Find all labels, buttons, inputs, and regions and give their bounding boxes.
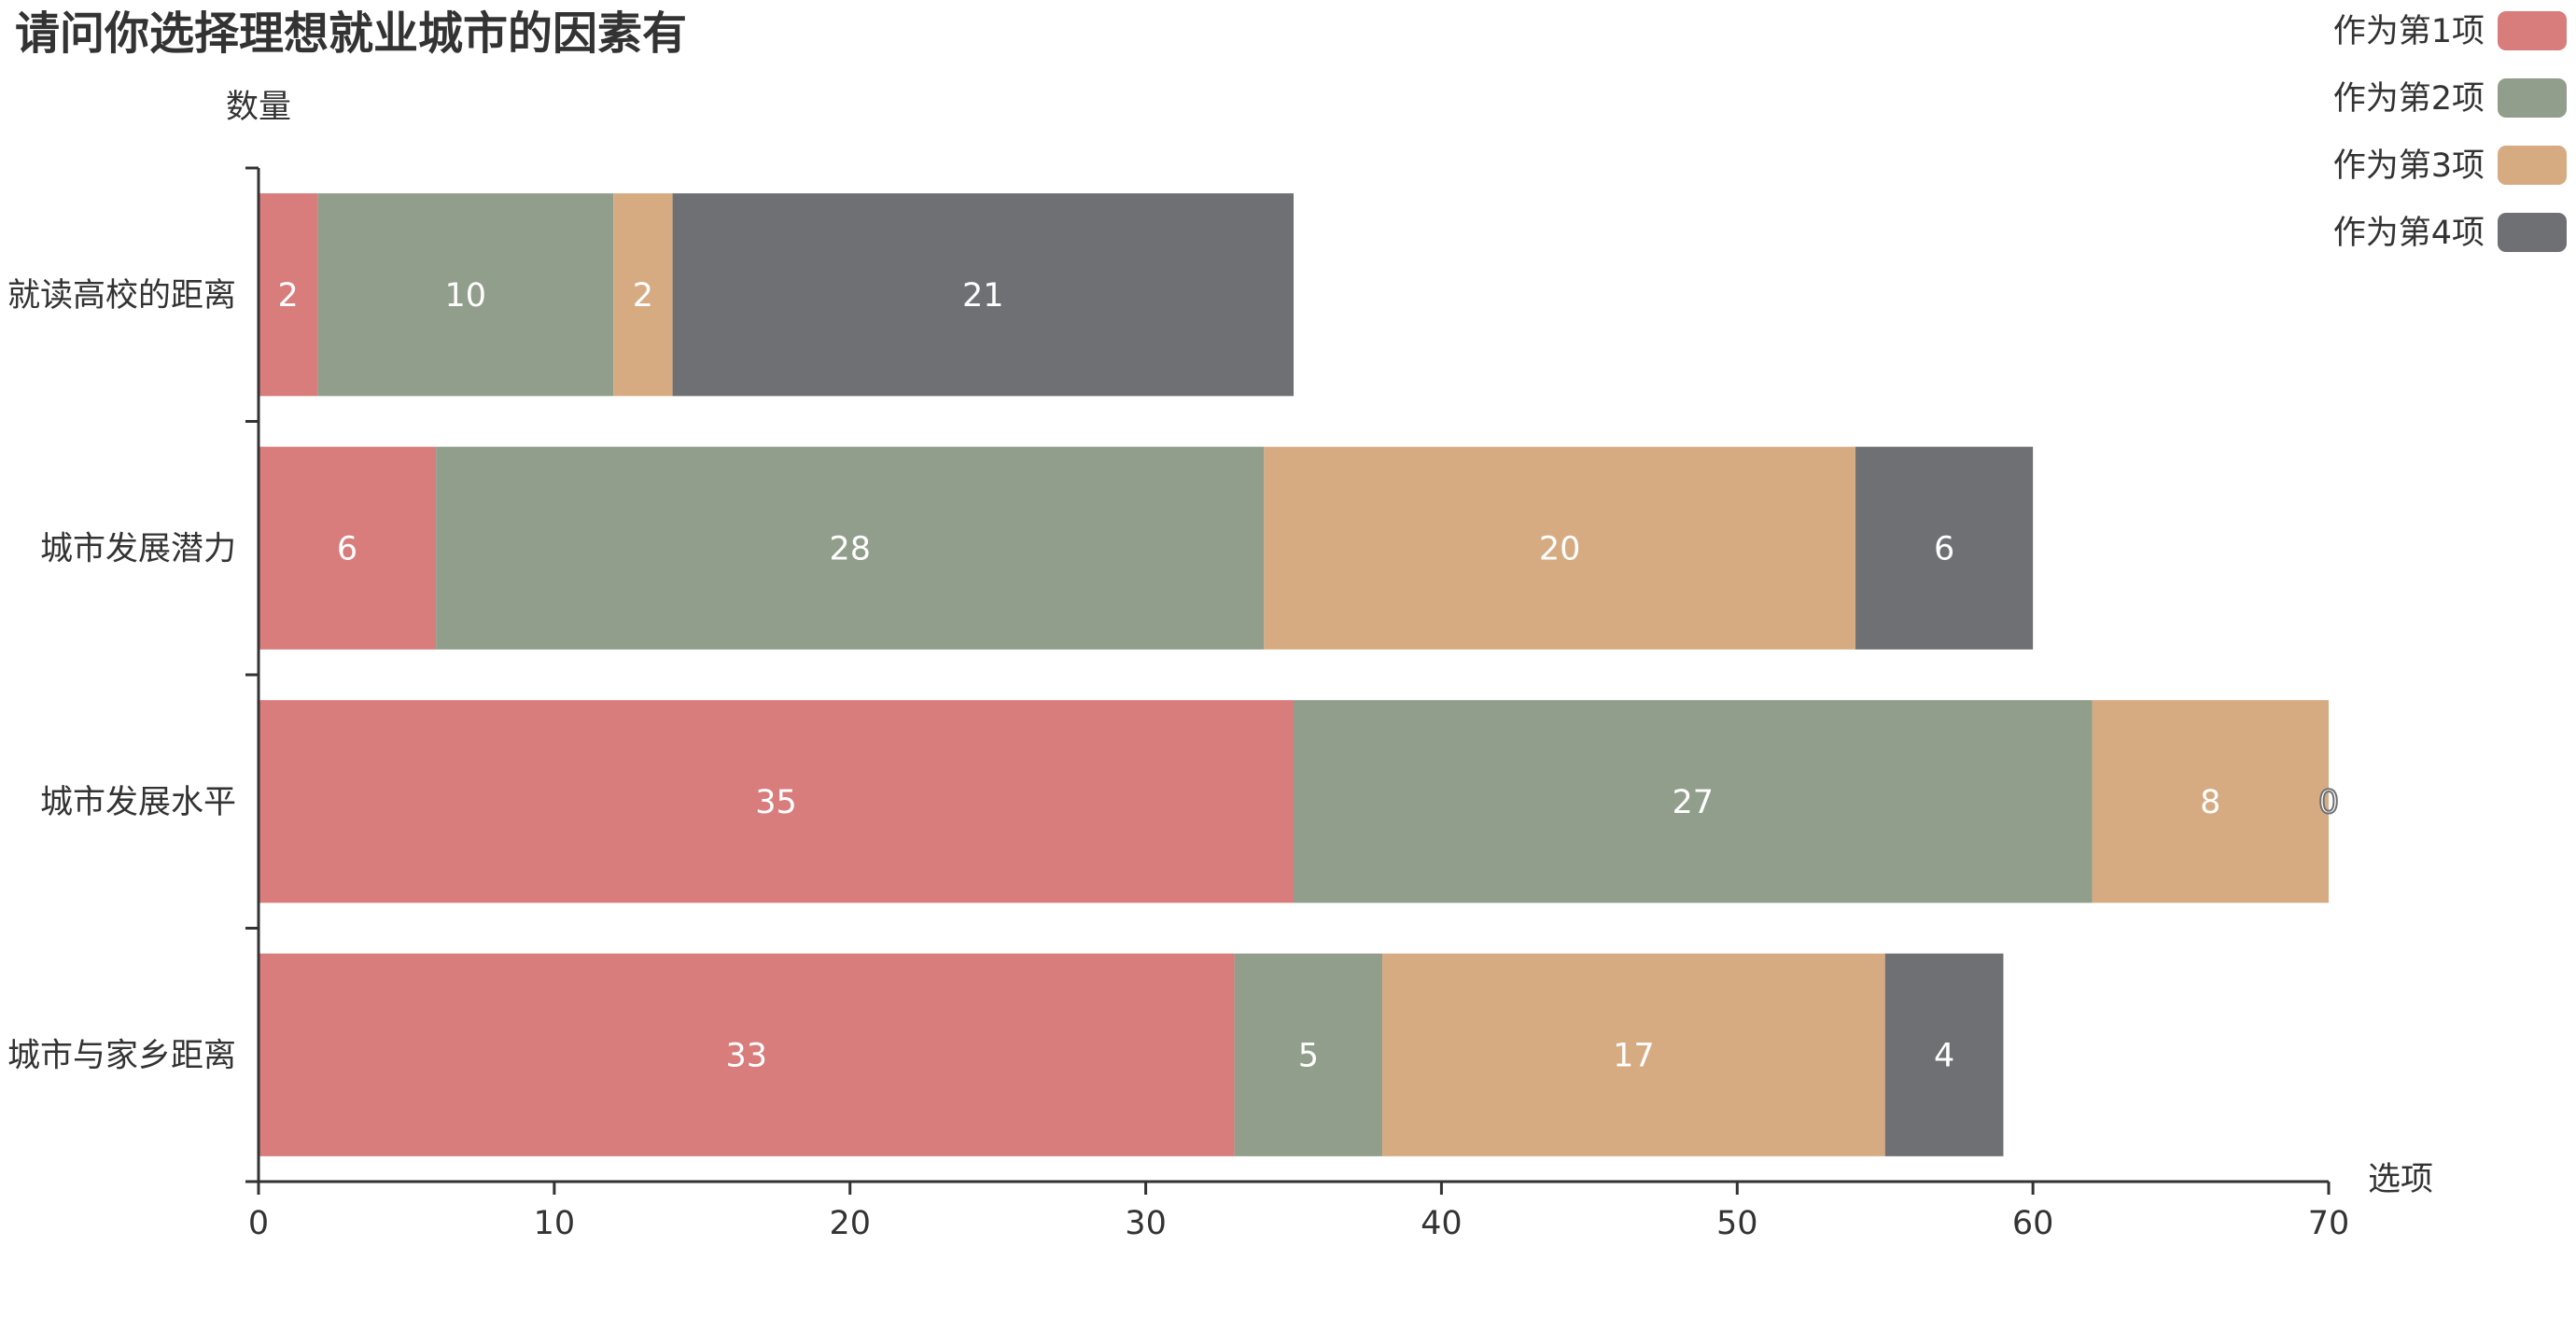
bar-value-label: 2: [633, 277, 653, 315]
x-tick-label: 0: [248, 1205, 269, 1242]
bar-segment[interactable]: [259, 700, 1294, 903]
bar-value-label: 21: [962, 277, 1004, 315]
bar-value-label: 27: [1672, 784, 1714, 821]
bar-segment[interactable]: [259, 446, 437, 650]
bar-value-label: 6: [1934, 530, 1954, 567]
bar-value-label: 10: [445, 277, 487, 315]
legend-item[interactable]: 作为第1项: [2333, 11, 2567, 50]
bar-value-label: 0: [2318, 784, 2339, 821]
bar-value-label: 6: [337, 530, 357, 567]
bar-value-label: 33: [726, 1037, 768, 1074]
y-category-label: 城市发展潜力: [40, 530, 236, 567]
y-category-label: 城市发展水平: [40, 784, 236, 821]
bar-segment[interactable]: [317, 193, 614, 397]
y-category-label: 城市与家乡距离: [7, 1037, 236, 1074]
x-tick-label: 70: [2308, 1205, 2350, 1242]
bar-segment[interactable]: [1855, 446, 2034, 650]
legend-swatch: [2498, 11, 2567, 50]
bar-value-label: 4: [1934, 1037, 1954, 1074]
x-tick-label: 10: [534, 1205, 576, 1242]
legend-swatch: [2498, 146, 2567, 185]
bar-value-label: 5: [1298, 1037, 1319, 1074]
bar-value-label: 17: [1613, 1037, 1655, 1074]
legend-item[interactable]: 作为第3项: [2333, 146, 2567, 185]
legend-swatch: [2498, 78, 2567, 118]
bar-segment[interactable]: [1294, 700, 2093, 903]
bar-value-label: 35: [755, 784, 797, 821]
bar-segment[interactable]: [2092, 700, 2329, 903]
chart-title: 请问你选择理想就业城市的因素有: [15, 7, 687, 60]
y-category-label: 就读高校的距离: [7, 277, 236, 315]
bar-value-label: 20: [1539, 530, 1581, 567]
x-tick-label: 30: [1125, 1205, 1167, 1242]
bar-segment[interactable]: [672, 193, 1294, 397]
legend-label: 作为第2项: [2333, 80, 2485, 118]
bar-segment[interactable]: [1264, 446, 1856, 650]
legend-swatch: [2498, 213, 2567, 252]
x-tick-label: 60: [2012, 1205, 2054, 1242]
y-axis-name: 数量: [226, 89, 291, 126]
x-tick-label: 50: [1716, 1205, 1758, 1242]
bar-segment[interactable]: [259, 193, 318, 397]
bar-segment[interactable]: [613, 193, 673, 397]
legend-item[interactable]: 作为第4项: [2333, 213, 2567, 252]
bar-segment[interactable]: [1382, 953, 1885, 1156]
legend-label: 作为第3项: [2333, 147, 2485, 185]
x-axis-name: 选项: [2368, 1161, 2433, 1198]
bar-value-label: 28: [829, 530, 871, 567]
bar-labels-layer: 2 10 2 21 6 28 20 6 35 27 8 0 33 5 17 4: [278, 277, 2341, 1075]
legend-label: 作为第1项: [2333, 13, 2485, 50]
x-tick-label: 20: [829, 1205, 871, 1242]
bar-segment[interactable]: [1884, 953, 2004, 1156]
bar-value-label: 2: [278, 277, 299, 315]
legend-label: 作为第4项: [2333, 215, 2485, 252]
bar-segment[interactable]: [1234, 953, 1383, 1156]
bar-segment[interactable]: [436, 446, 1265, 650]
legend-item[interactable]: 作为第2项: [2333, 78, 2567, 118]
bar-value-label: 8: [2200, 784, 2220, 821]
bar-segment[interactable]: [259, 953, 1235, 1156]
bars-layer: [259, 193, 2329, 1156]
x-tick-label: 40: [1421, 1205, 1463, 1242]
